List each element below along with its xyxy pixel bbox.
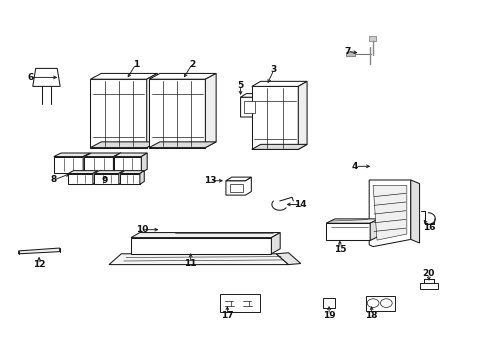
Polygon shape <box>410 180 419 243</box>
Text: 18: 18 <box>365 310 377 320</box>
Text: 11: 11 <box>184 259 197 268</box>
Polygon shape <box>84 157 113 173</box>
Polygon shape <box>368 180 410 247</box>
Text: 19: 19 <box>322 310 335 320</box>
Polygon shape <box>240 94 264 97</box>
Polygon shape <box>225 177 251 195</box>
Polygon shape <box>140 171 144 184</box>
Polygon shape <box>54 157 83 173</box>
Polygon shape <box>68 171 98 174</box>
Polygon shape <box>372 185 406 240</box>
Polygon shape <box>368 36 375 41</box>
Polygon shape <box>90 79 146 148</box>
Polygon shape <box>149 79 205 148</box>
Polygon shape <box>131 238 271 254</box>
Text: 20: 20 <box>422 269 434 278</box>
Polygon shape <box>114 157 141 173</box>
Polygon shape <box>271 233 280 254</box>
Polygon shape <box>120 174 140 184</box>
Polygon shape <box>83 153 90 173</box>
Polygon shape <box>346 52 354 56</box>
Polygon shape <box>114 153 147 157</box>
Polygon shape <box>113 153 121 173</box>
Polygon shape <box>149 142 216 148</box>
Text: 4: 4 <box>351 162 358 171</box>
Polygon shape <box>119 171 123 184</box>
Text: 10: 10 <box>135 225 148 234</box>
Polygon shape <box>225 177 251 181</box>
Polygon shape <box>109 254 288 265</box>
Text: 9: 9 <box>102 176 108 185</box>
Polygon shape <box>120 171 144 174</box>
Polygon shape <box>84 153 121 157</box>
Polygon shape <box>365 296 394 311</box>
Polygon shape <box>298 81 306 149</box>
Polygon shape <box>141 153 147 173</box>
Polygon shape <box>244 101 255 113</box>
Text: 12: 12 <box>33 260 45 269</box>
Polygon shape <box>276 253 300 265</box>
Polygon shape <box>251 81 306 86</box>
Text: 3: 3 <box>270 65 276 74</box>
Text: 13: 13 <box>203 176 216 185</box>
Polygon shape <box>325 219 378 223</box>
Polygon shape <box>54 153 90 157</box>
Polygon shape <box>229 184 242 192</box>
Text: 17: 17 <box>221 310 233 320</box>
Polygon shape <box>419 283 437 289</box>
Polygon shape <box>146 73 157 148</box>
Polygon shape <box>325 223 369 240</box>
Polygon shape <box>19 248 60 254</box>
Text: 14: 14 <box>294 200 306 209</box>
Polygon shape <box>251 86 298 149</box>
Polygon shape <box>251 144 306 149</box>
Text: 6: 6 <box>27 73 33 82</box>
Polygon shape <box>220 294 260 312</box>
Text: 1: 1 <box>133 60 139 69</box>
Polygon shape <box>90 142 157 148</box>
Polygon shape <box>90 73 157 79</box>
Polygon shape <box>131 233 280 238</box>
Polygon shape <box>33 68 60 86</box>
Polygon shape <box>322 298 335 308</box>
Text: 8: 8 <box>51 175 57 184</box>
Text: 16: 16 <box>422 223 435 232</box>
Polygon shape <box>149 73 216 79</box>
Polygon shape <box>369 219 378 240</box>
Polygon shape <box>94 171 123 174</box>
Polygon shape <box>240 94 264 117</box>
Text: 7: 7 <box>343 46 350 55</box>
Polygon shape <box>93 171 98 184</box>
Text: 5: 5 <box>237 81 243 90</box>
Text: 2: 2 <box>189 60 195 69</box>
Polygon shape <box>68 174 93 184</box>
Text: 15: 15 <box>333 245 346 253</box>
Polygon shape <box>94 174 119 184</box>
Polygon shape <box>205 73 216 148</box>
